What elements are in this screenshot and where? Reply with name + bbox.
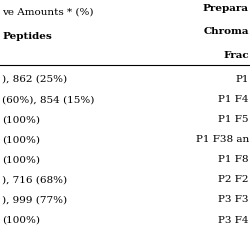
Text: ve Amounts * (%): ve Amounts * (%): [2, 7, 94, 16]
Text: Chroma: Chroma: [203, 27, 249, 36]
Text: P1 F5: P1 F5: [218, 115, 249, 124]
Text: P3 F3: P3 F3: [218, 195, 249, 204]
Text: (60%), 854 (15%): (60%), 854 (15%): [2, 95, 95, 104]
Text: P1 F8: P1 F8: [218, 155, 249, 164]
Text: P2 F2: P2 F2: [218, 175, 249, 184]
Text: ), 999 (77%): ), 999 (77%): [2, 195, 68, 204]
Text: P1 F4: P1 F4: [218, 95, 249, 104]
Text: (100%): (100%): [2, 216, 40, 224]
Text: (100%): (100%): [2, 115, 40, 124]
Text: (100%): (100%): [2, 155, 40, 164]
Text: (100%): (100%): [2, 135, 40, 144]
Text: P1 F38 an: P1 F38 an: [196, 135, 249, 144]
Text: ), 862 (25%): ), 862 (25%): [2, 75, 68, 84]
Text: Peptides: Peptides: [2, 32, 52, 41]
Text: Frac: Frac: [223, 51, 249, 60]
Text: ), 716 (68%): ), 716 (68%): [2, 175, 68, 184]
Text: Prepara: Prepara: [203, 4, 249, 13]
Text: P1: P1: [235, 75, 249, 84]
Text: P3 F4: P3 F4: [218, 216, 249, 224]
